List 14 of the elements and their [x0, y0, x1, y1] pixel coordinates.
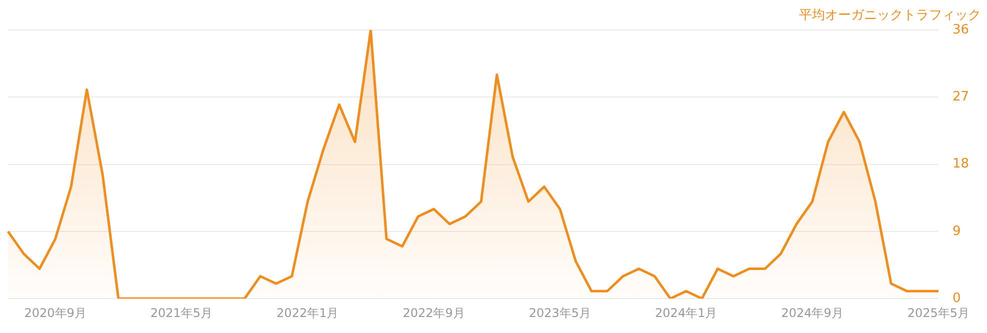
x-tick-label: 2024年1月 [655, 306, 718, 320]
x-tick-label: 2022年9月 [402, 306, 465, 320]
x-tick-label: 2020年9月 [24, 306, 86, 320]
x-tick-label: 2025年5月 [907, 306, 970, 320]
x-tick-label: 2021年5月 [150, 306, 213, 320]
x-tick-label: 2022年1月 [276, 306, 339, 320]
y-tick-label: 27 [952, 90, 970, 105]
y-tick-label: 36 [952, 22, 970, 38]
y-axis-title: 平均オーガニックトラフィック [799, 7, 981, 24]
x-tick-label: 2024年9月 [781, 306, 844, 320]
y-tick-label: 9 [952, 224, 961, 239]
y-tick-label: 18 [952, 156, 970, 172]
y-tick-label: 0 [952, 290, 961, 306]
x-tick-label: 2023年5月 [528, 306, 592, 320]
